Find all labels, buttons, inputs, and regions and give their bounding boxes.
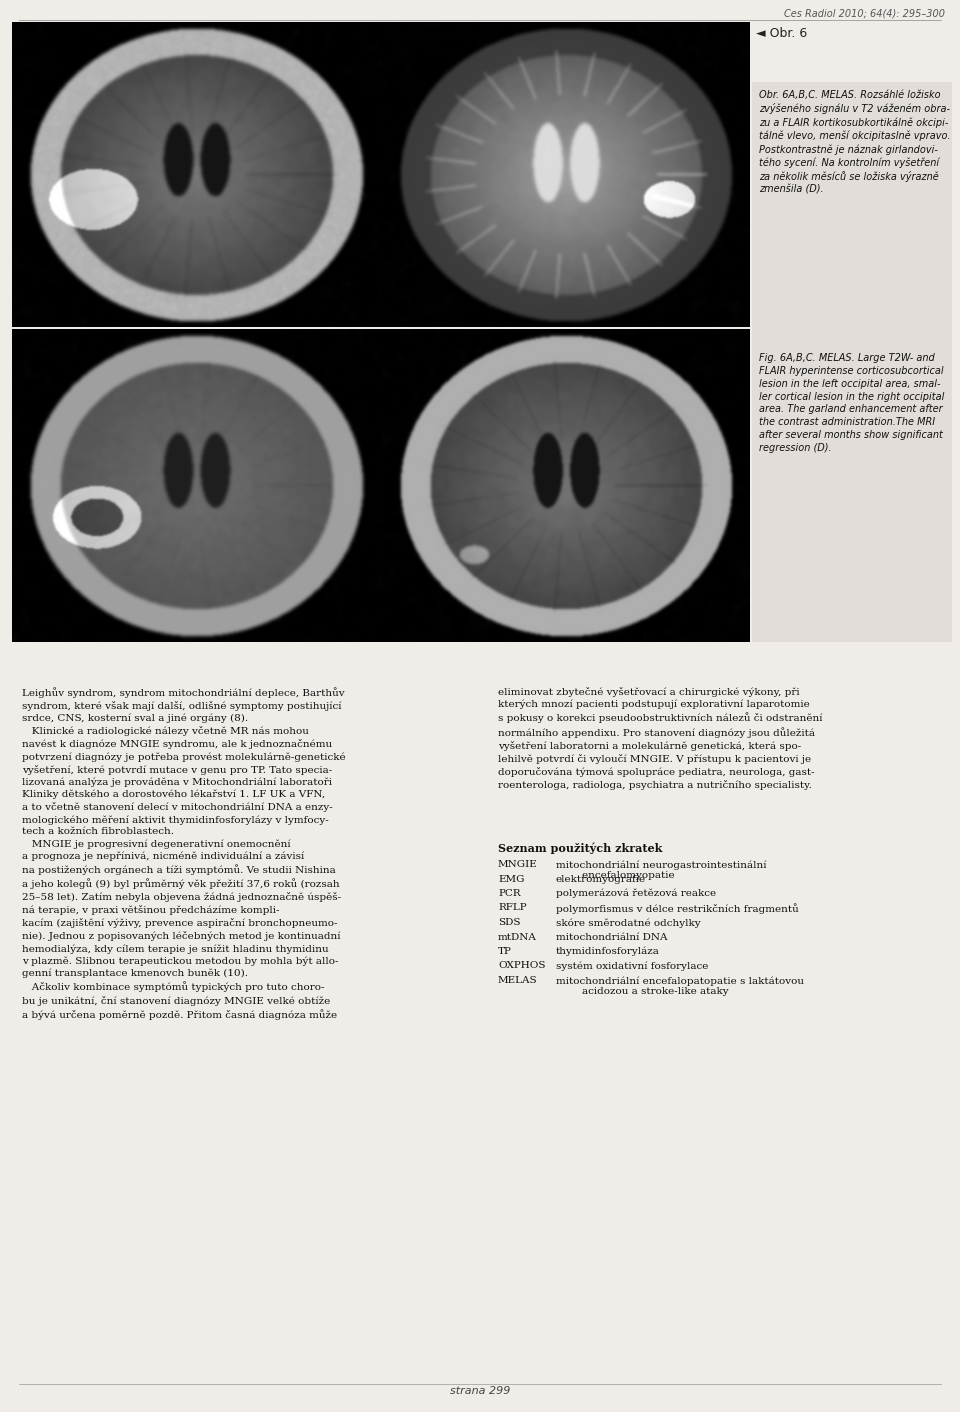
Text: FLAIR: FLAIR (583, 311, 617, 323)
Text: OXPHOS: OXPHOS (498, 962, 545, 970)
Text: thymidinfosforyláza: thymidinfosforyláza (556, 947, 660, 956)
Text: 6A: 6A (18, 27, 38, 41)
Text: T1W GD: T1W GD (152, 311, 204, 323)
Text: Seznam použitých zkratek: Seznam použitých zkratek (498, 842, 662, 853)
Text: eliminovat zbytečné vyšetřovací a chirurgické výkony, při
kterých mnozí pacienti: eliminovat zbytečné vyšetřovací a chirur… (498, 688, 823, 789)
Text: polymorfismus v délce restrikčních fragmentů: polymorfismus v délce restrikčních fragm… (556, 904, 799, 915)
Text: 6C: 6C (18, 311, 37, 325)
Text: Leighův syndrom, syndrom mitochondriální deplece, Barthův
syndrom, které však ma: Leighův syndrom, syndrom mitochondriální… (22, 688, 346, 1019)
Text: SDS: SDS (498, 918, 520, 928)
Text: RFLP: RFLP (498, 904, 527, 912)
Text: ◄ Obr. 6: ◄ Obr. 6 (756, 27, 807, 40)
Text: PCR: PCR (498, 890, 520, 898)
Text: 6B: 6B (388, 27, 408, 41)
Bar (12, 329, 748, 642)
Text: 67860/8l: 67860/8l (141, 618, 179, 628)
Text: Obr. 6A,B,C. MELAS. Rozsáhlé ložisko
zvýšeného signálu v T2 váženém obra-
zu a F: Obr. 6A,B,C. MELAS. Rozsáhlé ložisko zvý… (759, 90, 950, 195)
Text: MELAS: MELAS (498, 976, 538, 986)
Text: mitochondriální DNA: mitochondriální DNA (556, 932, 667, 942)
Bar (12, 23, 748, 328)
Text: 67860/8l: 67860/8l (509, 304, 546, 313)
Text: FLAIR: FLAIR (178, 27, 213, 40)
Text: 50141/8l: 50141/8l (509, 618, 545, 628)
Text: polymerázová řetězová reakce: polymerázová řetězová reakce (556, 890, 716, 898)
Text: mitochondriální neurogastrointestinální
        encefalomyopatie: mitochondriální neurogastrointestinální … (556, 860, 766, 880)
Text: TP: TP (498, 947, 512, 956)
Text: skóre směrodatné odchylky: skóre směrodatné odchylky (556, 918, 701, 928)
Text: systém oxidativní fosforylace: systém oxidativní fosforylace (556, 962, 708, 971)
Text: elektromyografie: elektromyografie (556, 874, 646, 884)
Text: mtDNA: mtDNA (498, 932, 537, 942)
Text: Ces Radiol 2010; 64(4): 295–300: Ces Radiol 2010; 64(4): 295–300 (784, 8, 945, 18)
Bar (752, 82, 952, 642)
Text: mitochondriální encefalopatopatie s laktátovou
        acidozou a stroke-like at: mitochondriální encefalopatopatie s lakt… (556, 976, 804, 995)
Text: EMG: EMG (498, 874, 524, 884)
Text: Fig. 6A,B,C. MELAS. Large T2W- and
FLAIR hyperintense corticosubcortical
lesion : Fig. 6A,B,C. MELAS. Large T2W- and FLAIR… (759, 353, 945, 453)
Text: T2W: T2W (583, 27, 611, 40)
Text: 67860/8l: 67860/8l (141, 304, 179, 313)
Text: strana 299: strana 299 (450, 1387, 510, 1396)
Text: MNGIE: MNGIE (498, 860, 538, 868)
Text: 6D: 6D (388, 311, 409, 325)
